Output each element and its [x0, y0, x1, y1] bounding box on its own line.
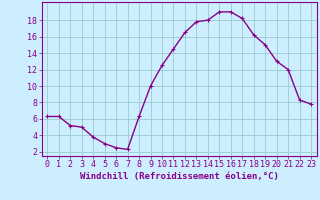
X-axis label: Windchill (Refroidissement éolien,°C): Windchill (Refroidissement éolien,°C): [80, 172, 279, 181]
